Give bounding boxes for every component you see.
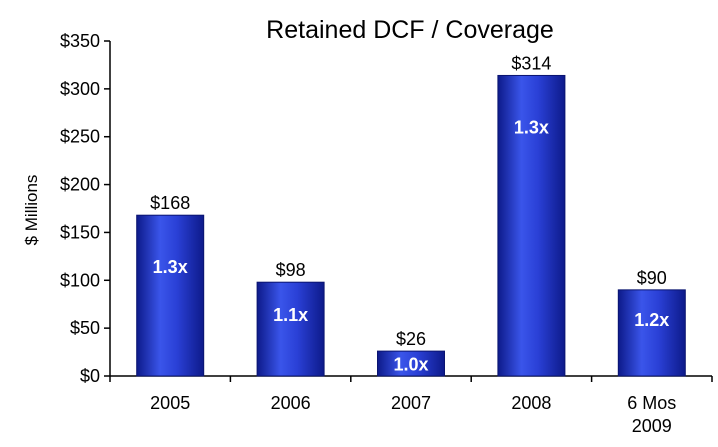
y-axis-label: $ Millions <box>22 175 41 246</box>
bar-value-label: $90 <box>637 268 667 288</box>
y-tick-label: $200 <box>60 175 100 195</box>
x-tick-label: 2009 <box>632 416 672 436</box>
bar-coverage-label: 1.2x <box>634 310 669 330</box>
y-tick-label: $150 <box>60 222 100 242</box>
bar <box>377 350 445 377</box>
bar-value-label: $314 <box>511 53 551 73</box>
bar-coverage-label: 1.0x <box>393 355 428 375</box>
y-tick-label: $350 <box>60 31 100 51</box>
x-tick-label: 2007 <box>391 393 431 413</box>
plot-area: $0 $50 $100 $150 $200 $250 $300 $350 $168 1.3x 200… <box>60 31 713 436</box>
y-tick-label: $100 <box>60 270 100 290</box>
chart-title: Retained DCF / Coverage <box>266 16 554 44</box>
y-tick-label: $250 <box>60 127 100 147</box>
bar <box>617 289 686 377</box>
bar <box>136 214 205 377</box>
bar <box>497 74 566 377</box>
bar-value-label: $168 <box>150 193 190 213</box>
bar-coverage-label: 1.1x <box>273 305 308 325</box>
bar-coverage-label: 1.3x <box>153 257 188 277</box>
bar-value-label: $98 <box>276 260 306 280</box>
bar-coverage-label: 1.3x <box>514 117 549 137</box>
bar-value-label: $26 <box>396 329 426 349</box>
x-tick-label: 2006 <box>271 393 311 413</box>
x-tick-label: 2005 <box>150 393 190 413</box>
x-tick-label: 2008 <box>511 393 551 413</box>
y-tick-label: $0 <box>80 366 100 386</box>
y-tick-label: $50 <box>70 318 100 338</box>
bar <box>256 281 325 377</box>
x-tick-label: 6 Mos <box>627 393 676 413</box>
y-tick-label: $300 <box>60 79 100 99</box>
